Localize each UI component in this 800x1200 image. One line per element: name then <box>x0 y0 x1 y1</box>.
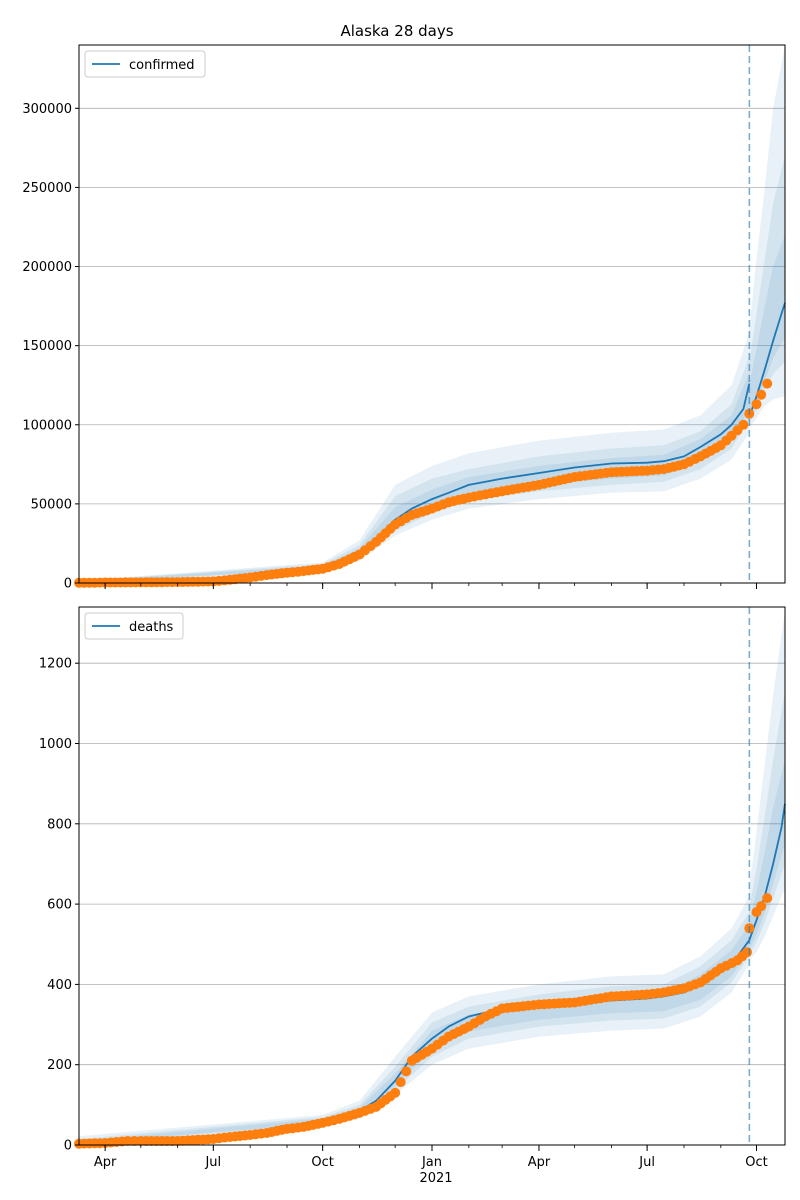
legend: deaths <box>84 612 184 640</box>
observed-point <box>738 419 749 430</box>
y-tick-label: 400 <box>47 978 72 993</box>
x-tick-label: Apr <box>94 1155 117 1170</box>
legend-label: confirmed <box>129 58 195 73</box>
y-tick-label: 800 <box>47 817 72 832</box>
forecast-series <box>748 803 786 941</box>
observed-point <box>762 378 773 389</box>
y-tick-label: 0 <box>64 1139 72 1154</box>
observed-point <box>756 389 767 400</box>
legend-label: deaths <box>129 620 174 635</box>
y-axis-ticks: 0 200 400 600 800 1000 1200 <box>39 657 79 1154</box>
y-axis-ticks: 0 50000 100000 150000 200000 250000 300000 <box>22 102 79 592</box>
y-tick-label: 50000 <box>31 497 72 512</box>
legend-box <box>84 50 206 78</box>
y-tick-label: 150000 <box>22 339 72 354</box>
deaths-panel: 0 200 400 600 800 1000 1200 Apr Jul Oct Jan Apr Jul… <box>39 606 786 1186</box>
y-tick-label: 0 <box>64 577 72 592</box>
y-tick-label: 250000 <box>22 181 72 196</box>
uncertainty-band <box>749 611 785 961</box>
y-tick-label: 1200 <box>39 657 72 672</box>
uncertainty-band <box>79 333 750 583</box>
x-axis-ticks: Apr Jul Oct Jan Apr Jul Oct <box>94 1145 768 1170</box>
y-gridlines <box>79 107 785 505</box>
x-tick-label: Jan <box>421 1155 442 1170</box>
x-tick-label: Oct <box>311 1155 333 1170</box>
legend: confirmed <box>84 50 206 78</box>
uncertainty-band <box>749 234 785 420</box>
observed-point <box>401 1066 412 1077</box>
observed-point <box>756 901 767 912</box>
x-tick-label: Oct <box>745 1155 767 1170</box>
forecast-line <box>748 803 786 941</box>
y-tick-label: 100000 <box>22 418 72 433</box>
x-tick-label: Jul <box>204 1155 221 1170</box>
y-tick-label: 1000 <box>39 737 72 752</box>
y-tick-label: 300000 <box>22 102 72 117</box>
observed-point <box>390 1087 401 1098</box>
chart-title: Alaska 28 days <box>340 22 453 40</box>
observed-point <box>742 947 752 958</box>
observed-points <box>74 893 773 1149</box>
x-year-label: 2021 <box>419 1171 452 1186</box>
uncertainty-band <box>79 896 750 1145</box>
uncertainty-band <box>749 691 785 955</box>
y-tick-label: 200 <box>47 1058 72 1073</box>
observed-point <box>762 893 773 904</box>
uncertainty-bands <box>79 611 785 1145</box>
y-tick-label: 200000 <box>22 260 72 275</box>
observed-point <box>751 399 762 410</box>
x-axis-ticks <box>104 583 757 589</box>
x-tick-label: Apr <box>528 1155 551 1170</box>
legend-box <box>84 612 184 640</box>
y-tick-label: 600 <box>47 898 72 913</box>
confirmed-panel: 0 50000 100000 150000 200000 250000 300000 con… <box>22 44 786 592</box>
observed-point <box>395 1077 406 1088</box>
uncertainty-band <box>749 155 785 424</box>
x-tick-label: Jul <box>638 1155 655 1170</box>
observed-points <box>74 378 773 588</box>
y-gridlines <box>79 662 785 1066</box>
uncertainty-band <box>79 372 750 583</box>
